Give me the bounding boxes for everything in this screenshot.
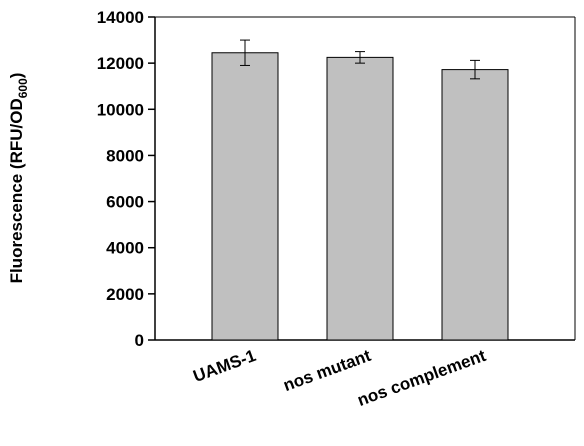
y-ticks: 0 2000 4000 6000 8000 10000 12000 14000 [97, 8, 155, 350]
y-tick-label: 0 [135, 331, 144, 350]
bar [211, 52, 279, 341]
x-category-label: nos complement [355, 346, 489, 410]
y-tick-label: 10000 [97, 100, 144, 119]
y-tick-label: 8000 [106, 146, 144, 165]
y-tick-label: 4000 [106, 239, 144, 258]
x-category-label: nos mutant [281, 346, 374, 395]
bar [441, 69, 509, 341]
y-tick-label: 14000 [97, 8, 144, 27]
y-axis-title-main: Fluorescence (RFU/OD [7, 98, 26, 283]
y-axis-title-end: ) [7, 73, 26, 79]
x-category-label: UAMS-1 [191, 346, 259, 386]
y-axis-title: Fluorescence (RFU/OD600) [7, 73, 30, 284]
y-tick-label: 12000 [97, 54, 144, 73]
bar [326, 56, 394, 341]
y-tick-label: 2000 [106, 285, 144, 304]
y-tick-label: 6000 [106, 193, 144, 212]
bars [211, 39, 509, 341]
y-axis-title-subscript: 600 [16, 78, 30, 98]
